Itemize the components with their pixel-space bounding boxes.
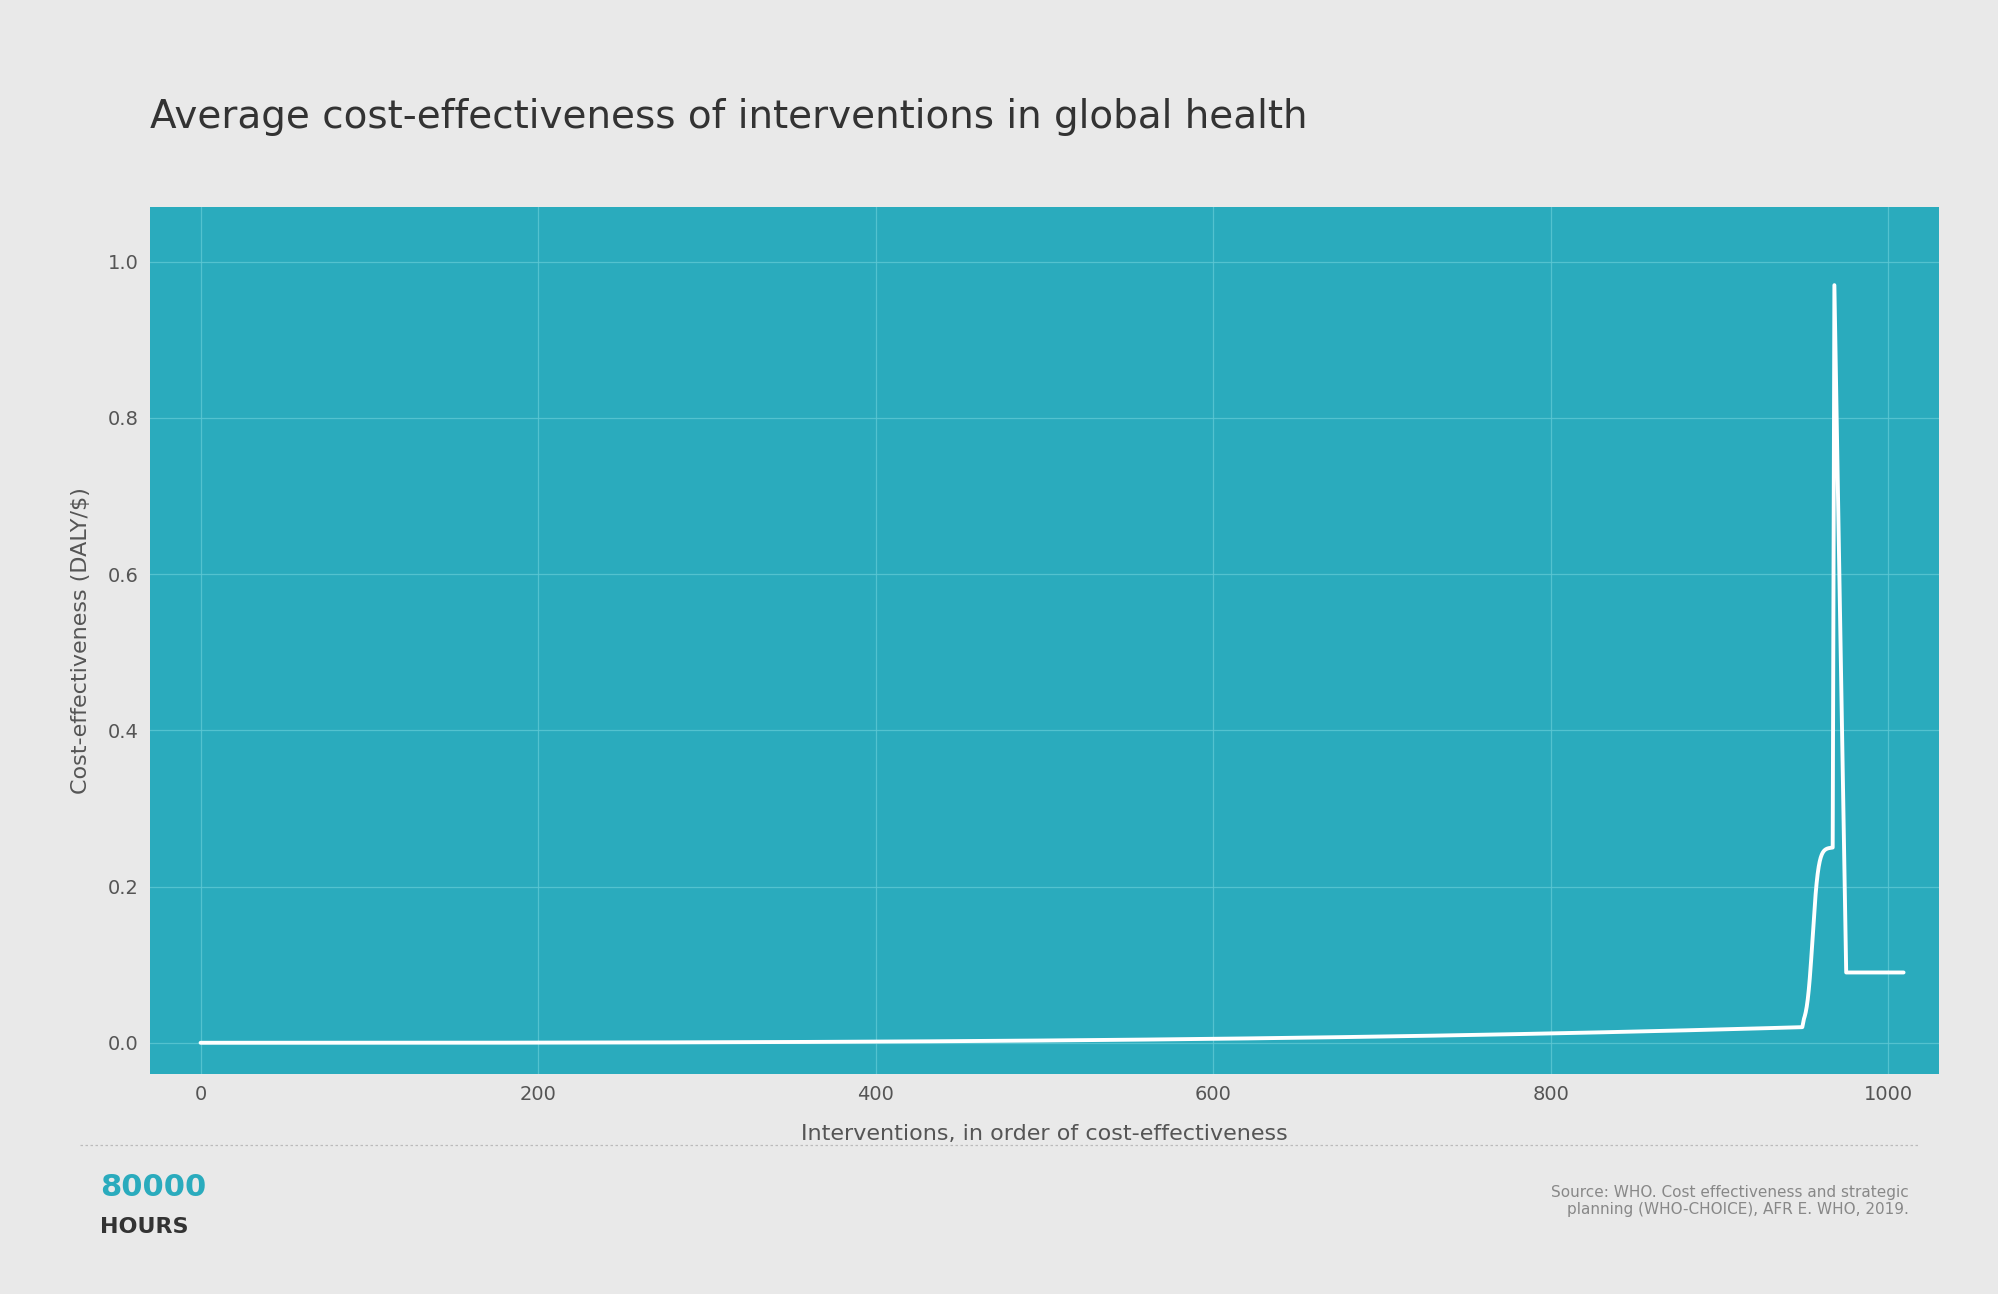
Text: Average cost-effectiveness of interventions in global health: Average cost-effectiveness of interventi… [150, 98, 1307, 136]
Text: 80000: 80000 [100, 1174, 206, 1202]
Y-axis label: Cost-effectiveness (DALY/$): Cost-effectiveness (DALY/$) [72, 487, 92, 795]
X-axis label: Interventions, in order of cost-effectiveness: Interventions, in order of cost-effectiv… [801, 1123, 1287, 1144]
Text: HOURS: HOURS [100, 1216, 188, 1237]
Text: Source: WHO. Cost effectiveness and strategic
planning (WHO-CHOICE), AFR E. WHO,: Source: WHO. Cost effectiveness and stra… [1550, 1184, 1908, 1218]
